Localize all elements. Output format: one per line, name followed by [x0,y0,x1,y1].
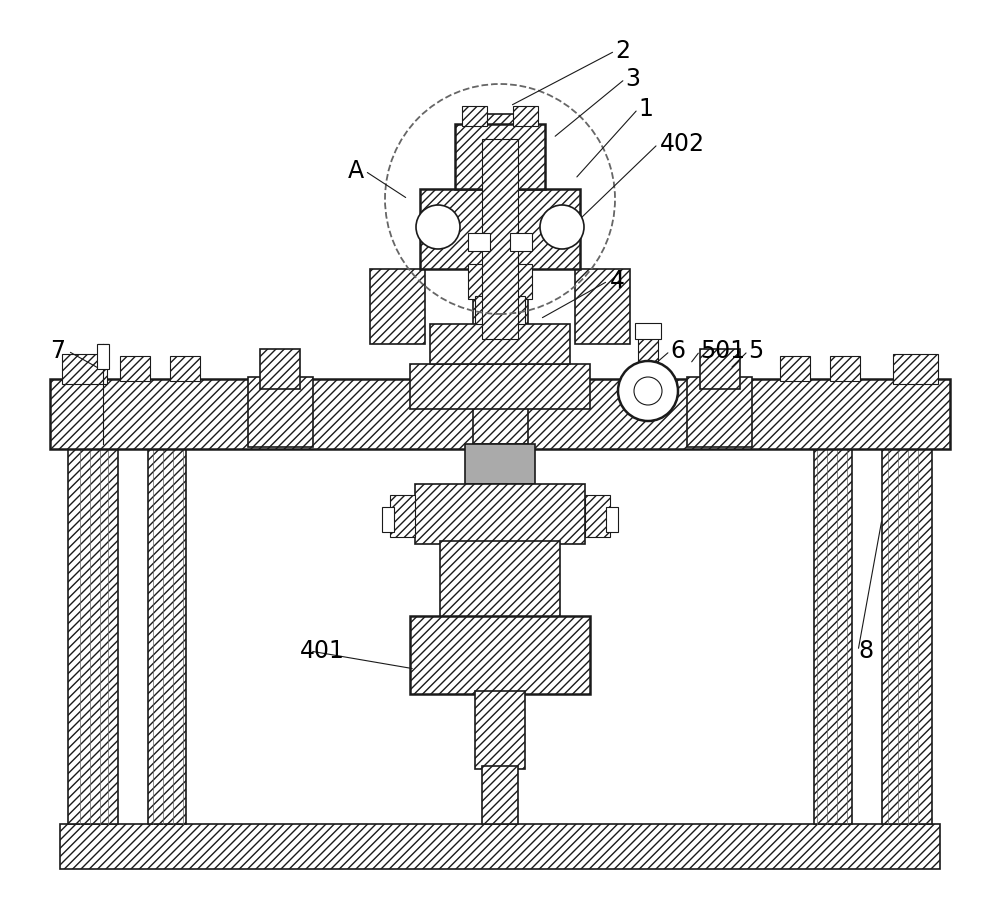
Bar [638,336,658,364]
Bar [97,344,109,369]
Bar [410,616,590,694]
Bar [575,269,630,344]
Text: 2: 2 [615,39,630,63]
Bar [635,323,661,339]
Bar [465,444,535,484]
Bar [687,377,752,447]
Bar [370,269,425,344]
Bar [410,364,590,409]
Bar [830,356,860,381]
Bar [430,324,570,364]
Bar [62,354,107,384]
Text: 6: 6 [670,339,685,363]
Bar [513,106,538,126]
Bar [440,541,560,619]
Bar [390,495,415,537]
Text: 401: 401 [300,639,345,663]
Text: 402: 402 [660,132,705,156]
Bar [893,354,938,384]
Bar [700,349,740,389]
Text: 7: 7 [50,339,65,363]
Text: 4: 4 [610,269,625,293]
Bar [382,507,394,532]
Text: 3: 3 [625,67,640,91]
Bar [473,114,528,444]
Bar [468,233,490,251]
Bar [420,189,580,269]
Text: 1: 1 [638,97,653,121]
Bar [510,233,532,251]
Bar [475,691,525,769]
Text: A: A [348,159,364,183]
Bar [468,264,532,299]
Bar [606,507,618,532]
Bar [60,824,940,869]
Bar [475,296,525,324]
Circle shape [416,205,460,249]
Bar [68,444,118,824]
Bar [482,139,518,339]
Bar [585,495,610,537]
Text: 5: 5 [748,339,763,363]
Bar [170,356,200,381]
Bar [482,766,518,824]
Bar [415,484,585,544]
Bar [814,444,852,824]
Text: 8: 8 [858,639,873,663]
Bar [260,349,300,389]
Circle shape [618,361,678,421]
Bar [120,356,150,381]
Circle shape [634,377,662,405]
Bar [50,379,950,449]
Bar [148,444,186,824]
Bar [248,377,313,447]
Bar [462,106,487,126]
Bar [455,124,545,189]
Circle shape [540,205,584,249]
Text: 501: 501 [700,339,745,363]
Bar [882,444,932,824]
Bar [780,356,810,381]
